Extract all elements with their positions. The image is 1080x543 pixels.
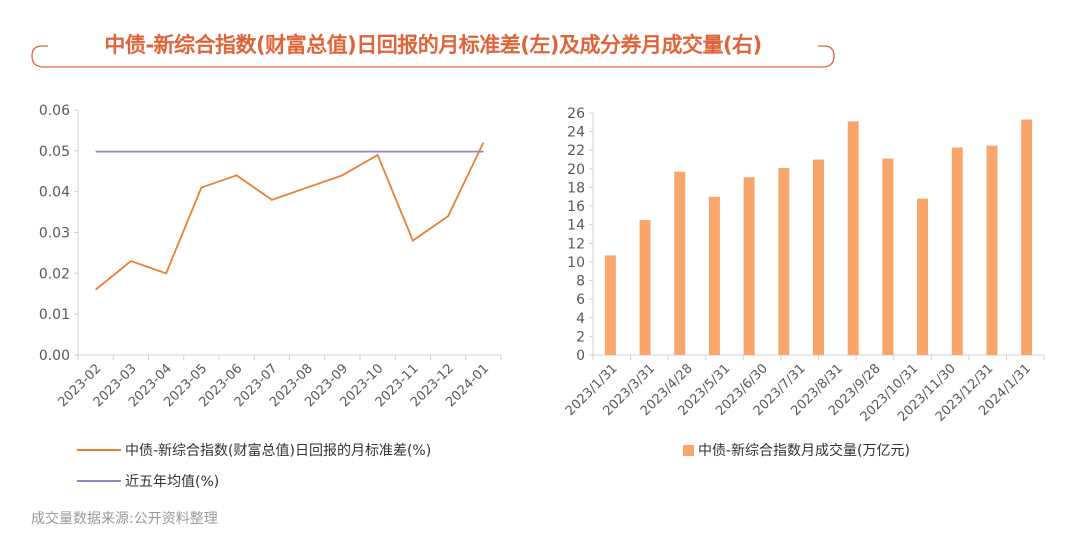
volume-bar [743, 177, 755, 355]
left-y-tick-label: 0.02 [39, 266, 70, 282]
legend-label-std: 中债-新综合指数(财富总值)日回报的月标准差(%) [125, 443, 432, 459]
legend-label-volume: 中债-新综合指数月成交量(万亿元) [698, 443, 910, 459]
volume-bar [1021, 119, 1033, 355]
volume-bar [882, 158, 894, 355]
volume-bar [604, 255, 616, 355]
right-y-tick-label: 22 [567, 143, 585, 159]
legend-swatch-std [77, 449, 121, 451]
right-y-tick-label: 20 [567, 162, 585, 178]
right-y-tick-label: 8 [576, 274, 585, 290]
chart-title: 中债-新综合指数(财富总值)日回报的月标准差(左)及成分券月成交量(右) [104, 33, 762, 57]
left-y-tick-label: 0.04 [39, 185, 70, 201]
right-y-tick-label: 2 [576, 329, 585, 345]
right-y-tick-label: 0 [576, 348, 585, 364]
legend-item-average: 近五年均值(%) [77, 471, 219, 491]
volume-bar [951, 147, 963, 355]
volume-bar [708, 196, 720, 355]
left-y-tick-label: 0.05 [39, 144, 70, 160]
right-y-tick-label: 6 [576, 292, 585, 308]
left-line-chart: 0.000.010.020.030.040.050.062023-022023-… [39, 103, 502, 410]
source-note: 成交量数据来源:公开资料整理 [31, 511, 218, 527]
volume-bar [847, 121, 859, 355]
legend-label-average: 近五年均值(%) [125, 474, 220, 490]
volume-bar [917, 198, 929, 355]
volume-bar [986, 145, 998, 355]
volume-bar [778, 167, 790, 355]
left-y-tick-label: 0.01 [39, 307, 70, 323]
right-y-tick-label: 24 [567, 125, 585, 141]
legend-item-volume: 中债-新综合指数月成交量(万亿元) [683, 440, 910, 460]
volume-bar [674, 171, 686, 355]
right-y-tick-label: 18 [567, 180, 585, 196]
right-y-tick-label: 14 [567, 218, 585, 234]
right-y-tick-label: 12 [567, 236, 585, 252]
left-y-tick-label: 0.03 [39, 226, 70, 242]
right-bar-chart: 024681012141618202224262023/1/312023/3/3… [563, 106, 1045, 425]
std-dev-line [95, 142, 485, 291]
right-y-tick-label: 16 [567, 199, 585, 215]
right-y-tick-label: 4 [576, 311, 585, 327]
right-y-tick-label: 26 [567, 106, 585, 122]
legend-swatch-volume [683, 444, 694, 456]
volume-bar [639, 220, 651, 355]
left-y-tick-label: 0.00 [39, 348, 70, 364]
legend-item-std: 中债-新综合指数(财富总值)日回报的月标准差(%) [77, 440, 431, 460]
left-y-tick-label: 0.06 [39, 103, 70, 119]
legend-swatch-average [77, 480, 121, 482]
right-y-tick-label: 10 [567, 255, 585, 271]
volume-bar [813, 159, 824, 355]
